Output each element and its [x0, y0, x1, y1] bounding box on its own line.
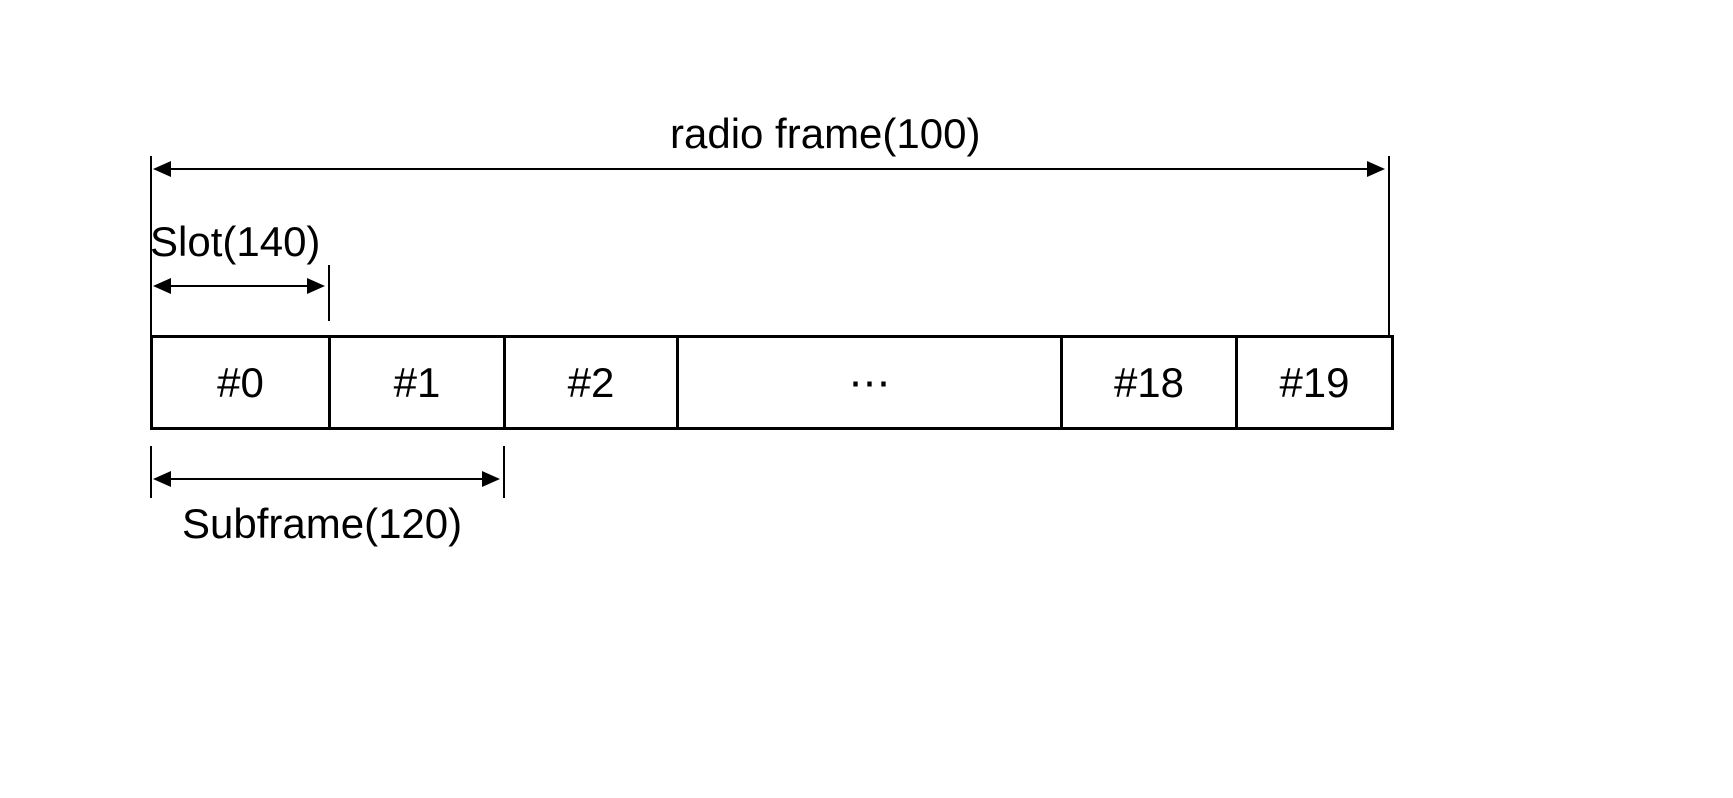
- slot-cell: #18: [1063, 338, 1238, 427]
- slot-right-tick: [328, 265, 330, 321]
- slot-cell: #1: [331, 338, 506, 427]
- subframe-arrow-line: [158, 478, 495, 480]
- subframe-left-tick: [150, 446, 152, 498]
- radio-frame-arrow-line: [160, 168, 1378, 170]
- slot-arrow-line: [158, 285, 320, 287]
- slot-left-tick: [150, 265, 152, 321]
- radio-frame-arrow-left: [153, 161, 171, 177]
- slot-cell: ⋯: [679, 338, 1063, 427]
- subframe-arrow-right: [482, 471, 500, 487]
- radio-frame-label: radio frame(100): [670, 110, 980, 158]
- slot-arrow-right: [307, 278, 325, 294]
- slot-label: Slot(140): [150, 218, 320, 266]
- subframe-label: Subframe(120): [182, 500, 462, 548]
- radio-frame-right-tick: [1388, 156, 1390, 335]
- slot-cell: #2: [506, 338, 679, 427]
- subframe-arrow-left: [153, 471, 171, 487]
- radio-frame-arrow-right: [1367, 161, 1385, 177]
- slot-cell: #19: [1238, 338, 1391, 427]
- slots-row: #0#1#2⋯#18#19: [150, 335, 1394, 430]
- slot-cell: #0: [153, 338, 331, 427]
- slot-arrow-left: [153, 278, 171, 294]
- subframe-right-tick: [503, 446, 505, 498]
